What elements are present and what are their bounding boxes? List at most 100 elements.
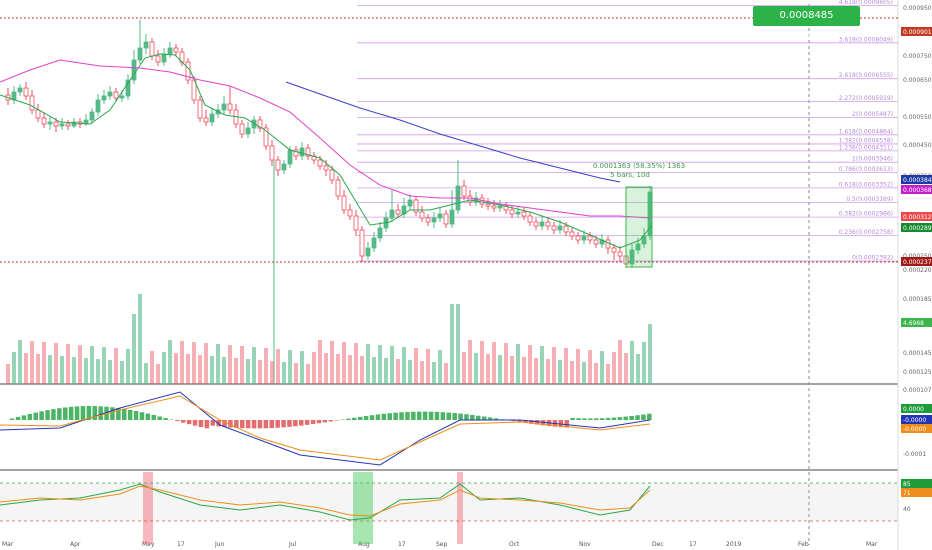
volume-bar (78, 345, 82, 384)
volume-bar (264, 348, 268, 384)
candle-body (167, 47, 173, 55)
price-badge (901, 488, 932, 497)
candle-body (101, 95, 107, 101)
volume-bar (312, 352, 316, 384)
macd-line (0, 391, 651, 466)
volume-bar (540, 346, 544, 384)
volume-bar (462, 352, 466, 384)
macd-histogram-bar (293, 420, 298, 427)
macd-histogram-bar (263, 420, 269, 429)
volume-bar (120, 361, 124, 384)
volume-bar (42, 342, 46, 384)
candle-body (53, 121, 59, 127)
volume-bar (576, 349, 580, 384)
volume-bar (246, 359, 250, 384)
volume-bar (270, 361, 274, 384)
volume-bar (372, 357, 376, 384)
macd-histogram-bar (346, 418, 351, 420)
fib-level-label: 3.618(0.0008049) (839, 36, 893, 43)
candle-body (155, 55, 161, 63)
macd-histogram-bar (411, 411, 416, 420)
macd-histogram-bar (281, 420, 286, 428)
macd-histogram-bar (175, 420, 180, 422)
candle-body (371, 237, 377, 249)
macd-histogram-bar (21, 415, 27, 420)
volume-bar (618, 340, 622, 384)
candle-body (35, 109, 41, 119)
candle-body (239, 123, 245, 135)
macd-histogram-bar (299, 420, 304, 426)
volume-bar (612, 352, 616, 384)
volume-bar (564, 348, 568, 384)
macd-histogram-bar (269, 420, 274, 429)
macd-histogram-bar (9, 418, 15, 420)
candle-body (389, 209, 395, 219)
x-axis-tick-label: Apr (70, 541, 81, 548)
volume-bar (522, 357, 526, 384)
macd-axis-label: -0.0001 (903, 451, 926, 458)
candle-body (107, 91, 113, 97)
macd-histogram-bar (45, 410, 50, 420)
volume-bar (354, 343, 358, 384)
macd-histogram-bar (39, 411, 44, 420)
volume-bar (288, 350, 292, 384)
candle-body (407, 199, 413, 207)
volume-bar (594, 363, 598, 384)
macd-histogram-bar (629, 415, 634, 420)
macd-histogram-bar (594, 418, 599, 420)
volume-bars (6, 294, 652, 384)
candle-body (467, 195, 473, 203)
volume-bar (360, 356, 364, 384)
x-axis-tick-label: 2019 (726, 541, 741, 548)
price-badge-label: 0.0002899 (903, 225, 932, 232)
macd-histogram-bar (464, 414, 469, 420)
rsi-highlight (353, 472, 373, 544)
macd-histogram-bar (487, 417, 493, 420)
macd-histogram-bar (481, 416, 487, 420)
candle-body (605, 239, 611, 249)
rsi-line (0, 483, 651, 521)
volume-bar (546, 359, 550, 384)
volume-bar (114, 348, 118, 384)
candle-body (173, 47, 179, 53)
macd-histogram-bar (641, 414, 646, 420)
volume-bar (570, 361, 574, 384)
macd-histogram-bar (151, 415, 156, 420)
candle-body (59, 123, 65, 127)
fib-level-label: 2.272(0.0005919) (839, 95, 893, 102)
volume-bar (384, 358, 388, 384)
macd-histogram-bar (446, 412, 451, 420)
volume-bar (630, 341, 634, 384)
candle-body (593, 239, 599, 245)
candle-body (143, 41, 149, 49)
candle-body (515, 211, 521, 215)
volume-bar (528, 345, 532, 384)
volume-bar (138, 294, 142, 384)
macd-histogram-bar (33, 412, 38, 420)
macd-histogram-bar (198, 420, 204, 428)
volume-bar (330, 341, 334, 384)
volume-bar (468, 340, 472, 384)
macd-histogram-bar (234, 420, 239, 428)
macd-signal-line (0, 395, 651, 461)
macd-histogram-bar (558, 420, 564, 428)
candle-body (485, 203, 491, 207)
macd-histogram-bar (647, 413, 652, 420)
volume-bar (222, 357, 226, 384)
candle-body (203, 117, 209, 123)
candle-body (119, 95, 125, 99)
macd-histogram-bar (381, 413, 387, 420)
fib-level-label: 0.382(0.0002986) (839, 211, 893, 218)
fib-level-label: 1(0.0003946) (852, 156, 893, 163)
measure-result-badge: 0.0008485 (355.06%) 8485 (753, 6, 860, 41)
rsi-band (0, 483, 898, 521)
macd-histogram-bar (334, 420, 339, 421)
macd-histogram-bar (523, 420, 528, 423)
fib-extension (357, 5, 898, 262)
volume-bar (144, 363, 148, 384)
volume-bar (444, 363, 448, 384)
